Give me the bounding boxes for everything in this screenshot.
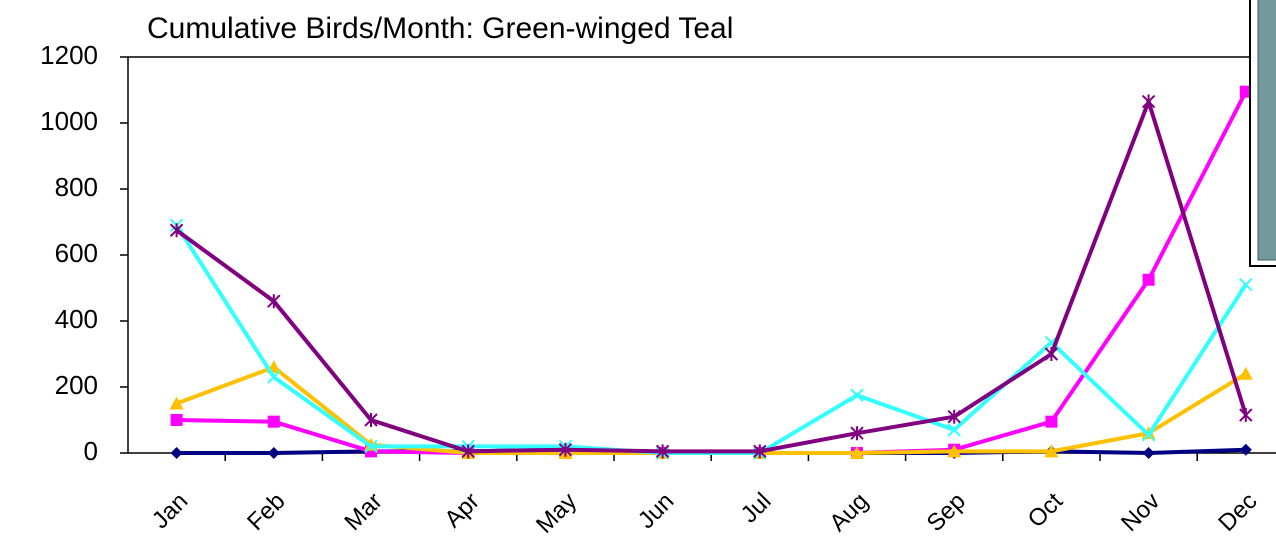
- x-tick-label: Apr: [439, 488, 485, 534]
- marker: [1143, 95, 1155, 109]
- y-tick-label: 200: [55, 370, 98, 400]
- chart: Cumulative Birds/Month: Green-winged Tea…: [0, 0, 1276, 558]
- marker: [268, 447, 280, 459]
- x-tick-label: Oct: [1023, 487, 1069, 533]
- marker: [268, 294, 280, 308]
- x-tick-label: Jan: [147, 488, 193, 534]
- marker: [1239, 367, 1253, 380]
- x-tick-label: Mar: [339, 488, 387, 536]
- y-tick-label: 800: [55, 172, 98, 202]
- y-tick-label: 400: [55, 304, 98, 334]
- marker: [1045, 416, 1057, 428]
- x-tick-label: Jul: [736, 488, 777, 529]
- y-tick-label: 600: [55, 238, 98, 268]
- marker: [171, 447, 183, 459]
- x-tick-label: Nov: [1116, 488, 1165, 537]
- x-tick-label: Feb: [242, 488, 290, 536]
- marker: [1143, 274, 1155, 286]
- marker: [1240, 279, 1252, 291]
- legend-panel: [1258, 0, 1276, 260]
- y-tick-label: 1200: [40, 40, 98, 70]
- x-tick-label: Dec: [1213, 488, 1262, 537]
- page: {"chart_data": {"type": "line", "title":…: [0, 0, 1276, 558]
- marker: [1143, 447, 1155, 459]
- marker: [268, 416, 280, 428]
- marker: [171, 414, 183, 426]
- legend-box: [1250, 0, 1276, 266]
- x-tick-label: Aug: [824, 488, 873, 537]
- series: [171, 86, 1252, 459]
- series-line: [177, 92, 1246, 453]
- y-tick-label: 0: [84, 436, 98, 466]
- x-tick-label: May: [531, 488, 582, 539]
- series: [171, 95, 1252, 459]
- marker: [1240, 408, 1252, 422]
- marker: [1045, 347, 1057, 361]
- y-tick-label: 1000: [40, 106, 98, 136]
- chart-title: Cumulative Birds/Month: Green-winged Tea…: [147, 12, 733, 45]
- series-line: [177, 102, 1246, 452]
- x-tick-label: Sep: [922, 488, 971, 537]
- x-tick-label: Jun: [633, 488, 679, 534]
- marker: [1240, 444, 1252, 456]
